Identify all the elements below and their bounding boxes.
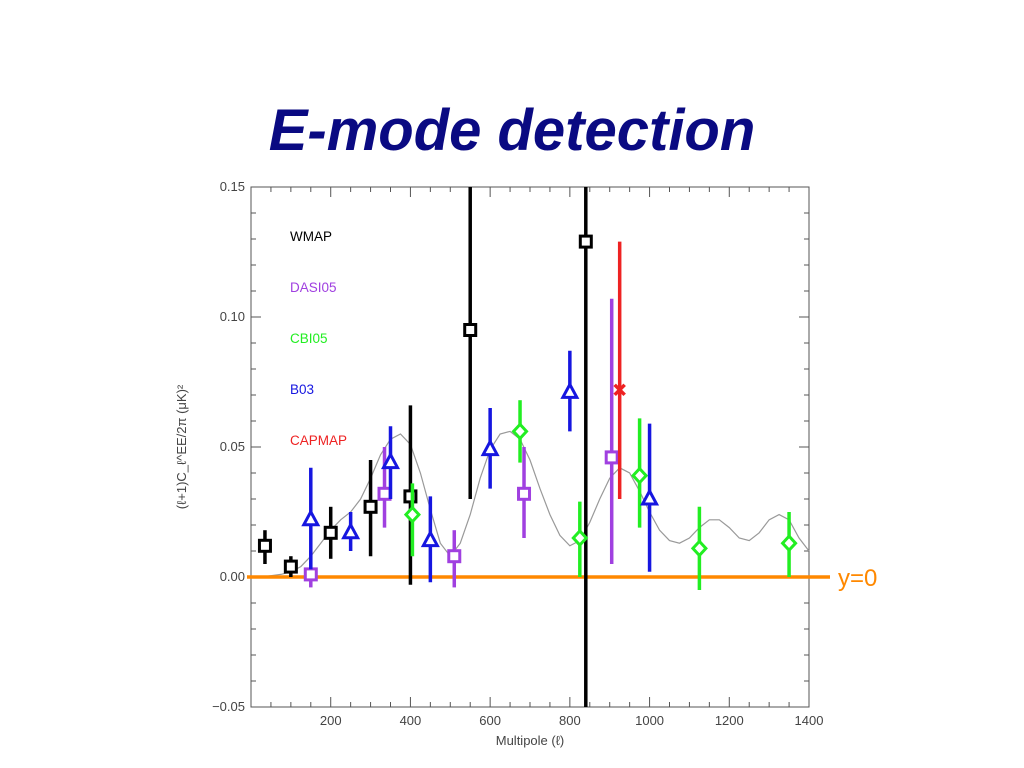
data-point-triangle (420, 529, 440, 548)
legend: WMAP DASI05 CBI05 B03 CAPMAP (290, 229, 347, 448)
legend-label-capmap: CAPMAP (290, 433, 347, 448)
y-tick-label: −0.05 (212, 699, 245, 714)
data-point-square (303, 567, 318, 582)
data-point-square (403, 489, 418, 504)
data-point-triangle (560, 381, 580, 399)
data-point-diamond (780, 533, 798, 553)
series-capmap (613, 241, 626, 499)
y-tick-label: 0.05 (220, 439, 245, 454)
x-tick-label: 1400 (795, 713, 824, 728)
data-point-diamond (511, 422, 529, 441)
slide-title: E-mode detection (268, 98, 756, 163)
x-tick-label: 600 (479, 713, 501, 728)
data-point-square (323, 525, 338, 540)
legend-label-cbi05: CBI05 (290, 331, 328, 346)
series-wmap (257, 187, 593, 707)
x-tick-label: 1200 (715, 713, 744, 728)
reference-line-label: y=0 (838, 565, 877, 592)
data-point-cross (613, 383, 626, 397)
data-points-layer (257, 187, 798, 707)
model-curve (251, 430, 810, 578)
model-curve-layer (251, 430, 810, 578)
series-b03 (301, 350, 660, 583)
series-cbi05 (403, 400, 798, 590)
data-point-square (377, 486, 392, 501)
data-point-square (283, 559, 298, 574)
x-tick-label: 400 (400, 713, 422, 728)
legend-label-dasi05: DASI05 (290, 280, 337, 295)
x-tick-label: 1000 (635, 713, 664, 728)
data-point-square (463, 323, 478, 337)
data-point-diamond (631, 466, 649, 485)
data-point-diamond (571, 528, 589, 548)
data-point-square (517, 486, 532, 501)
x-tick-label: 200 (320, 713, 342, 728)
legend-label-wmap: WMAP (290, 229, 332, 244)
data-point-square (578, 234, 593, 249)
x-tick-label: 800 (559, 713, 581, 728)
data-point-diamond (690, 539, 708, 558)
data-point-triangle (480, 438, 500, 457)
data-point-square (447, 549, 462, 564)
data-point-square (604, 450, 619, 465)
y-tick-label: 0.10 (220, 309, 245, 324)
data-point-diamond (403, 505, 421, 524)
data-point-triangle (301, 508, 321, 527)
data-point-triangle (341, 521, 361, 540)
y-axis-title: (ℓ+1)C_ℓ^EE/2π (μK)² (174, 384, 189, 509)
y-tick-label: 0.15 (220, 179, 245, 194)
data-point-square (257, 538, 272, 553)
x-axis-title: Multipole (ℓ) (496, 733, 565, 748)
data-point-triangle (380, 451, 401, 470)
data-point-square (363, 499, 378, 514)
data-point-triangle (640, 487, 660, 506)
y-tick-label: 0.00 (220, 569, 245, 584)
legend-label-b03: B03 (290, 382, 314, 397)
axes: 200 400 600 800 1000 1200 1400 −0.05 0.00 0.05 0.1… (212, 179, 823, 728)
